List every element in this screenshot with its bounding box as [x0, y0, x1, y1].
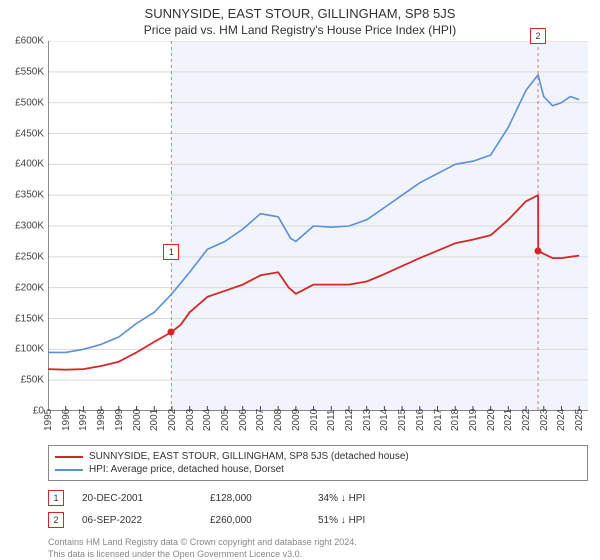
legend-label: SUNNYSIDE, EAST STOUR, GILLINGHAM, SP8 5…	[89, 451, 409, 462]
x-tick-label: 2014	[379, 409, 390, 431]
footer-attribution: Contains HM Land Registry data © Crown c…	[48, 537, 588, 560]
legend-row: SUNNYSIDE, EAST STOUR, GILLINGHAM, SP8 5…	[55, 450, 581, 463]
marker-date: 06-SEP-2022	[82, 515, 192, 526]
y-tick-label: £200K	[15, 282, 48, 293]
x-tick-label: 2019	[468, 409, 479, 431]
x-tick-label: 2018	[450, 409, 461, 431]
marker-table-row: 1 20-DEC-2001 £128,000 34% ↓ HPI	[48, 487, 588, 509]
x-tick-label: 2022	[521, 409, 532, 431]
y-tick-label: £400K	[15, 159, 48, 170]
y-tick-label: £300K	[15, 221, 48, 232]
chart-svg	[48, 41, 588, 411]
x-tick-label: 2025	[574, 409, 585, 431]
x-tick-label: 2005	[220, 409, 231, 431]
y-tick-label: £150K	[15, 313, 48, 324]
x-tick-label: 2020	[486, 409, 497, 431]
x-tick-label: 2008	[273, 409, 284, 431]
marker-dot	[168, 329, 175, 336]
legend-row: HPI: Average price, detached house, Dors…	[55, 463, 581, 476]
x-tick-label: 1995	[43, 409, 54, 431]
y-tick-label: £450K	[15, 128, 48, 139]
chart-plot-area: £0£50K£100K£150K£200K£250K£300K£350K£400…	[48, 41, 588, 411]
marker-date: 20-DEC-2001	[82, 493, 192, 504]
x-tick-label: 1996	[61, 409, 72, 431]
x-tick-label: 2001	[149, 409, 160, 431]
footer-line-1: Contains HM Land Registry data © Crown c…	[48, 537, 588, 549]
x-tick-label: 2003	[185, 409, 196, 431]
x-tick-label: 1998	[96, 409, 107, 431]
y-tick-label: £350K	[15, 190, 48, 201]
x-tick-label: 2006	[238, 409, 249, 431]
x-tick-label: 2010	[309, 409, 320, 431]
marker-box-chart: 2	[530, 28, 546, 44]
marker-delta: 34% ↓ HPI	[318, 493, 365, 504]
y-tick-label: £550K	[15, 66, 48, 77]
x-tick-label: 2024	[556, 409, 567, 431]
marker-price: £128,000	[210, 493, 300, 504]
y-tick-label: £50K	[21, 375, 48, 386]
x-tick-label: 2012	[344, 409, 355, 431]
legend-swatch	[55, 456, 83, 458]
marker-dot	[535, 247, 542, 254]
x-tick-label: 2000	[132, 409, 143, 431]
x-tick-label: 2002	[167, 409, 178, 431]
y-tick-label: £600K	[15, 36, 48, 47]
x-tick-label: 2009	[291, 409, 302, 431]
x-tick-label: 2017	[433, 409, 444, 431]
marker-price: £260,000	[210, 515, 300, 526]
marker-delta: 51% ↓ HPI	[318, 515, 365, 526]
chart-title: SUNNYSIDE, EAST STOUR, GILLINGHAM, SP8 5…	[0, 0, 600, 21]
x-tick-label: 2016	[415, 409, 426, 431]
x-tick-label: 2011	[326, 409, 337, 431]
marker-table-row: 2 06-SEP-2022 £260,000 51% ↓ HPI	[48, 509, 588, 531]
y-tick-label: £250K	[15, 251, 48, 262]
x-tick-label: 2013	[362, 409, 373, 431]
legend: SUNNYSIDE, EAST STOUR, GILLINGHAM, SP8 5…	[48, 445, 588, 481]
marker-box-icon: 2	[48, 512, 64, 528]
x-tick-label: 2015	[397, 409, 408, 431]
x-tick-label: 2023	[539, 409, 550, 431]
chart-container: SUNNYSIDE, EAST STOUR, GILLINGHAM, SP8 5…	[0, 0, 600, 560]
legend-label: HPI: Average price, detached house, Dors…	[89, 464, 284, 475]
x-tick-label: 1999	[114, 409, 125, 431]
chart-subtitle: Price paid vs. HM Land Registry's House …	[0, 21, 600, 41]
marker-box-chart: 1	[163, 244, 179, 260]
x-tick-label: 1997	[78, 409, 89, 431]
legend-swatch	[55, 469, 83, 471]
x-tick-label: 2007	[255, 409, 266, 431]
y-tick-label: £500K	[15, 97, 48, 108]
y-tick-label: £100K	[15, 344, 48, 355]
marker-box-icon: 1	[48, 490, 64, 506]
footer-line-2: This data is licensed under the Open Gov…	[48, 549, 588, 560]
x-tick-label: 2021	[503, 409, 514, 431]
marker-table: 1 20-DEC-2001 £128,000 34% ↓ HPI 2 06-SEP-202…	[48, 487, 588, 531]
x-tick-label: 2004	[202, 409, 213, 431]
